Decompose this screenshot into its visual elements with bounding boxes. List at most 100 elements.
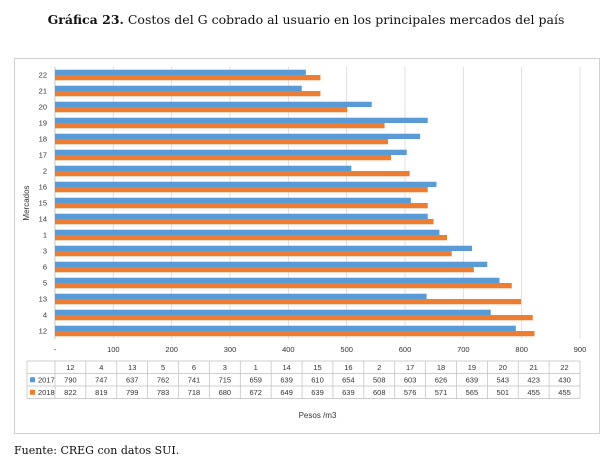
table-header-cell: 19: [468, 363, 476, 372]
table-value-cell: 571: [435, 388, 448, 397]
x-tick-label: 600: [399, 345, 412, 354]
table-value-cell: 430: [558, 376, 571, 385]
bar-2017: [55, 165, 352, 171]
y-tick-label: 12: [39, 327, 47, 336]
bar-2017: [55, 325, 516, 331]
table-value-cell: 783: [157, 388, 170, 397]
table-value-cell: 718: [188, 388, 201, 397]
bar-2018: [55, 91, 321, 97]
bar-2017: [55, 197, 411, 203]
bar-2017: [55, 245, 473, 251]
bar-2017: [55, 133, 421, 139]
table-value-cell: 626: [435, 376, 448, 385]
table-value-cell: 762: [157, 376, 170, 385]
table-value-cell: 747: [95, 376, 108, 385]
table-value-cell: 455: [558, 388, 571, 397]
y-tick-label: 21: [39, 87, 47, 96]
table-header-cell: 1: [254, 363, 258, 372]
source-note: Fuente: CREG con datos SUI.: [14, 444, 180, 457]
table-value-cell: 790: [64, 376, 77, 385]
bar-2018: [55, 203, 428, 209]
table-header-cell: 6: [192, 363, 196, 372]
table-header-cell: 18: [437, 363, 445, 372]
bar-2017: [55, 229, 440, 235]
table-value-cell: 639: [311, 388, 324, 397]
bar-2017: [55, 309, 491, 315]
bar-2017: [55, 85, 302, 91]
table-value-cell: 649: [280, 388, 293, 397]
x-tick-label: 500: [340, 345, 353, 354]
table-header-cell: 12: [66, 363, 74, 372]
y-tick-label: 16: [39, 183, 47, 192]
bar-2018: [55, 299, 522, 305]
bar-2017: [55, 101, 372, 107]
x-tick-label: 200: [165, 345, 178, 354]
table-header-cell: 13: [128, 363, 136, 372]
bar-2017: [55, 181, 437, 187]
chart-title-text: Costos del G cobrado al usuario en los p…: [123, 12, 565, 27]
x-tick-label: -: [54, 345, 57, 354]
table-value-cell: 603: [404, 376, 417, 385]
table-value-cell: 610: [311, 376, 324, 385]
bar-2018: [55, 235, 447, 241]
y-tick-label: 13: [39, 295, 47, 304]
table-header-cell: 3: [223, 363, 227, 372]
y-tick-label: 18: [39, 135, 47, 144]
y-tick-label: 3: [43, 247, 47, 256]
table-value-cell: 819: [95, 388, 108, 397]
x-tick-label: 100: [107, 345, 120, 354]
bar-2018: [55, 75, 321, 81]
x-tick-label: 900: [574, 345, 587, 354]
bar-2018: [55, 267, 474, 273]
bar-2017: [55, 117, 428, 123]
y-tick-label: 14: [39, 215, 47, 224]
bar-2018: [55, 107, 348, 113]
x-tick-label: 400: [282, 345, 295, 354]
y-tick-label: 6: [43, 263, 47, 272]
table-header-cell: 22: [560, 363, 568, 372]
x-tick-label: 700: [457, 345, 470, 354]
legend-label: 2018: [38, 388, 55, 397]
table-value-cell: 680: [219, 388, 232, 397]
y-tick-label: 17: [39, 151, 47, 160]
bar-2018: [55, 155, 391, 161]
table-header-cell: 2: [377, 363, 381, 372]
table-header-cell: 5: [161, 363, 165, 372]
table-value-cell: 672: [249, 388, 262, 397]
table-value-cell: 608: [373, 388, 386, 397]
table-value-cell: 741: [188, 376, 201, 385]
bar-2017: [55, 261, 488, 267]
x-axis-title: Pesos /m3: [299, 411, 337, 420]
table-value-cell: 822: [64, 388, 77, 397]
table-header-cell: 16: [344, 363, 352, 372]
table-header-cell: 20: [499, 363, 507, 372]
table-header-cell: 15: [313, 363, 321, 372]
table-value-cell: 423: [527, 376, 540, 385]
y-tick-label: 22: [39, 71, 47, 80]
table-header-cell: 21: [530, 363, 538, 372]
bar-2017: [55, 293, 427, 299]
bar-2018: [55, 315, 533, 321]
y-axis-title: Mercados: [22, 185, 31, 220]
bar-2018: [55, 139, 389, 145]
table-value-cell: 576: [404, 388, 417, 397]
x-tick-label: 300: [224, 345, 237, 354]
chart-frame: 12 4 13 5 6 3 1 14 15 16 2 17 18 19 20 21 22-100 200 300 40…: [14, 58, 600, 434]
bar-2018: [55, 187, 428, 193]
table-value-cell: 654: [342, 376, 355, 385]
table-value-cell: 455: [527, 388, 540, 397]
bar-2018: [55, 171, 410, 177]
bar-2018: [55, 123, 385, 129]
chart-title-prefix: Gráfica 23.: [47, 12, 124, 27]
bar-2018: [55, 331, 535, 337]
table-header-cell: 14: [282, 363, 290, 372]
bar-2017: [55, 69, 306, 75]
y-tick-label: 19: [39, 119, 47, 128]
table-value-cell: 799: [126, 388, 139, 397]
legend-swatch-2018: [30, 389, 35, 395]
table-value-cell: 715: [219, 376, 232, 385]
bar-2018: [55, 219, 434, 225]
table-value-cell: 637: [126, 376, 139, 385]
bar-2018: [55, 283, 512, 289]
